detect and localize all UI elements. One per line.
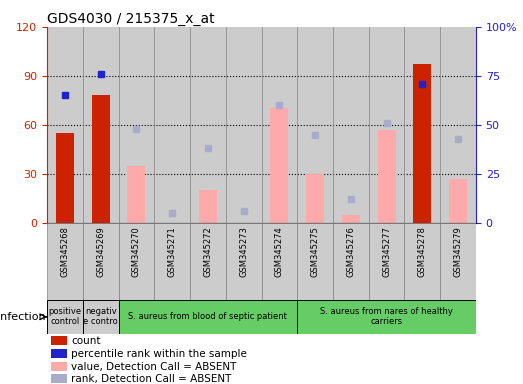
Bar: [199, 190, 217, 223]
Bar: [47, 27, 83, 223]
Bar: [226, 223, 262, 300]
Bar: [404, 223, 440, 300]
Bar: [413, 65, 431, 223]
Text: GSM345274: GSM345274: [275, 227, 284, 277]
Bar: [333, 27, 369, 223]
Bar: [154, 223, 190, 300]
Text: count: count: [71, 336, 100, 346]
Text: GSM345276: GSM345276: [346, 227, 355, 277]
Text: GDS4030 / 215375_x_at: GDS4030 / 215375_x_at: [47, 12, 215, 26]
Bar: [440, 223, 476, 300]
Text: negativ
e contro: negativ e contro: [83, 307, 118, 326]
Text: value, Detection Call = ABSENT: value, Detection Call = ABSENT: [71, 361, 236, 372]
Bar: [51, 336, 67, 345]
Bar: [154, 27, 190, 223]
Text: GSM345271: GSM345271: [168, 227, 177, 277]
Text: S. aureus from nares of healthy
carriers: S. aureus from nares of healthy carriers: [320, 307, 453, 326]
Bar: [83, 223, 119, 300]
Bar: [51, 362, 67, 371]
Text: S. aureus from blood of septic patient: S. aureus from blood of septic patient: [129, 312, 287, 321]
Bar: [306, 174, 324, 223]
Text: GSM345277: GSM345277: [382, 227, 391, 277]
Bar: [378, 130, 395, 223]
Bar: [51, 374, 67, 383]
Bar: [47, 300, 83, 334]
Bar: [333, 223, 369, 300]
Bar: [83, 27, 119, 223]
Bar: [342, 215, 360, 223]
Bar: [47, 223, 83, 300]
Text: GSM345273: GSM345273: [239, 227, 248, 277]
Text: GSM345272: GSM345272: [203, 227, 212, 277]
Bar: [56, 133, 74, 223]
Bar: [226, 27, 262, 223]
Text: GSM345269: GSM345269: [96, 227, 105, 277]
Text: GSM345279: GSM345279: [453, 227, 462, 277]
Text: GSM345270: GSM345270: [132, 227, 141, 277]
Bar: [297, 223, 333, 300]
Bar: [404, 27, 440, 223]
Text: positive
control: positive control: [48, 307, 82, 326]
Text: rank, Detection Call = ABSENT: rank, Detection Call = ABSENT: [71, 374, 232, 384]
Text: GSM345278: GSM345278: [418, 227, 427, 277]
Bar: [92, 95, 110, 223]
Bar: [119, 300, 297, 334]
Bar: [51, 349, 67, 358]
Text: infection: infection: [0, 312, 46, 322]
Bar: [297, 27, 333, 223]
Bar: [128, 166, 145, 223]
Text: GSM345268: GSM345268: [61, 227, 70, 277]
Bar: [369, 27, 404, 223]
Bar: [449, 179, 467, 223]
Bar: [440, 27, 476, 223]
Bar: [83, 300, 119, 334]
Bar: [119, 223, 154, 300]
Bar: [369, 223, 404, 300]
Bar: [270, 109, 288, 223]
Bar: [297, 300, 476, 334]
Bar: [190, 27, 226, 223]
Bar: [190, 223, 226, 300]
Text: GSM345275: GSM345275: [311, 227, 320, 277]
Text: percentile rank within the sample: percentile rank within the sample: [71, 349, 247, 359]
Bar: [119, 27, 154, 223]
Bar: [262, 27, 297, 223]
Bar: [262, 223, 297, 300]
